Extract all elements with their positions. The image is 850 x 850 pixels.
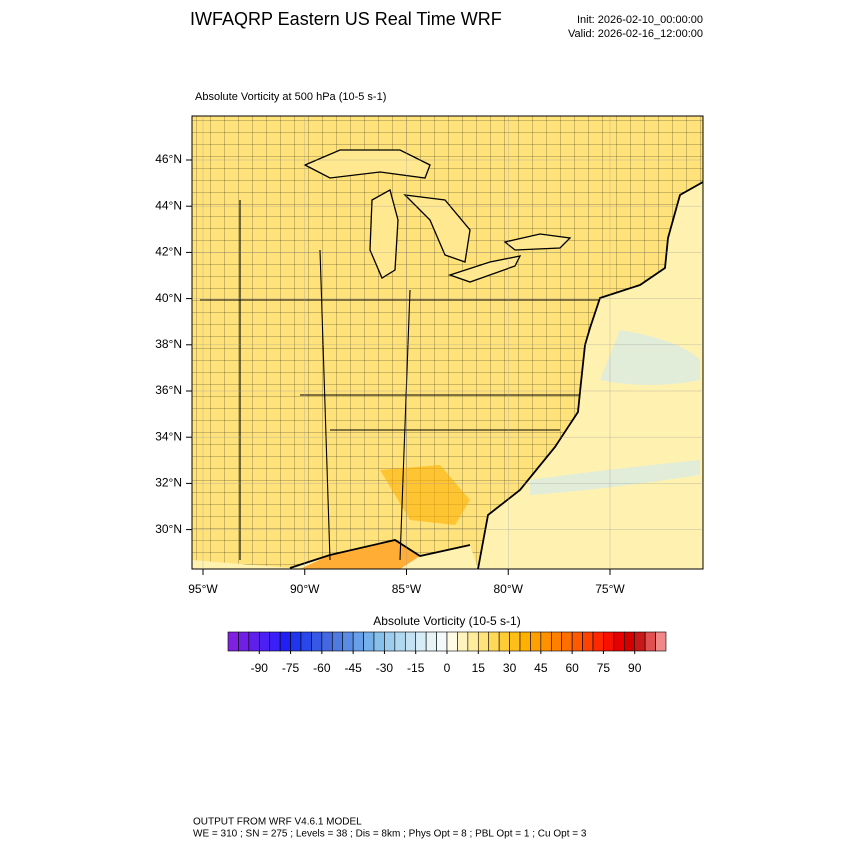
lat-tick-label: 44°N [155, 198, 182, 212]
lat-tick-label: 40°N [155, 291, 182, 305]
colorbar-box [311, 631, 323, 652]
colorbar-tick-label: -45 [344, 661, 362, 675]
colorbar-box [488, 631, 500, 652]
colorbar-tick-label: 15 [472, 661, 486, 675]
map [191, 115, 704, 570]
lon-tick-label: 95°W [188, 582, 218, 596]
colorbar-box [425, 631, 437, 652]
lake-ontario [503, 233, 572, 251]
colorbar: -90 -75 -60 -45 -30 -15 0 15 30 45 60 75 90 [227, 631, 667, 675]
colorbar-tick-label: 30 [503, 661, 517, 675]
colorbar-tick-label: 0 [444, 661, 451, 675]
colorbar-box [279, 631, 291, 652]
lat-tick-label: 38°N [155, 337, 182, 351]
colorbar-box [613, 631, 625, 652]
map-subtitle: Absolute Vorticity at 500 hPa (10-5 s-1) [195, 91, 386, 103]
colorbar-tick-label: -90 [251, 661, 269, 675]
lon-tick-label: 80°W [494, 582, 524, 596]
lake-erie [447, 255, 522, 283]
footer-line: OUTPUT FROM WRF V4.6.1 MODEL [193, 817, 362, 828]
colorbar-box [540, 631, 552, 652]
lake-michigan [369, 189, 399, 279]
lat-tick-label: 36°N [155, 383, 182, 397]
colorbar-tick-label: 75 [597, 661, 611, 675]
valid-time: Valid: 2026-02-16_12:00:00 [568, 28, 703, 40]
colorbar-box [248, 631, 260, 652]
state-lines [200, 200, 600, 561]
colorbar-box [634, 631, 646, 652]
lon-tick-label: 75°W [595, 582, 625, 596]
title: IWFAQRP Eastern US Real Time WRF [190, 9, 502, 29]
colorbar-box [269, 631, 281, 652]
colorbar-box [290, 631, 302, 652]
colorbar-box [467, 631, 479, 652]
colorbar-box [321, 631, 333, 652]
footer-line: WE = 310 ; SN = 275 ; Levels = 38 ; Dis … [193, 829, 587, 840]
colorbar-tick-label: -30 [376, 661, 394, 675]
colorbar-tick-label: -60 [313, 661, 331, 675]
colorbar-box [415, 631, 427, 652]
vorticity-patch [300, 540, 420, 569]
lat-tick-label: 32°N [155, 476, 182, 490]
colorbar-tick-label: 90 [628, 661, 642, 675]
colorbar-box [373, 631, 385, 652]
vorticity-patch [530, 460, 700, 495]
colorbar-box [623, 631, 636, 652]
colorbar-box [519, 631, 531, 652]
colorbar-box [655, 631, 667, 652]
colorbar-box [571, 631, 583, 652]
colorbar-box [592, 631, 604, 652]
colorbar-box [227, 631, 239, 652]
lat-tick-label: 34°N [155, 429, 182, 443]
lat-tick-label: 30°N [155, 522, 182, 536]
lake-huron [403, 194, 471, 263]
colorbar-tick-label: -75 [282, 661, 300, 675]
colorbar-box [238, 631, 250, 652]
colorbar-tick-label: 45 [534, 661, 548, 675]
vorticity-patch [600, 330, 700, 385]
colorbar-box [457, 631, 469, 652]
colorbar-tick-label: 60 [565, 661, 579, 675]
colorbar-box [561, 631, 573, 652]
lat-tick-label: 42°N [155, 245, 182, 259]
colorbar-box [384, 631, 396, 652]
colorbar-title: Absolute Vorticity (10-5 s-1) [373, 614, 520, 628]
colorbar-box [436, 631, 448, 652]
lake-superior [303, 149, 431, 179]
colorbar-tick-label: -15 [407, 661, 425, 675]
colorbar-box [644, 631, 656, 652]
colorbar-box [394, 631, 406, 652]
colorbar-box [404, 631, 417, 652]
coastline [289, 181, 703, 569]
lon-tick-label: 85°W [392, 582, 422, 596]
lat-tick-label: 46°N [155, 152, 182, 166]
colorbar-box [446, 631, 458, 652]
colorbar-box [509, 631, 521, 652]
colorbar-box [352, 631, 364, 652]
lon-tick-label: 90°W [290, 582, 320, 596]
colorbar-box [477, 631, 490, 652]
map-frame [191, 115, 704, 570]
colorbar-box [363, 631, 375, 652]
axis-ticks: 46°N 44°N 42°N 40°N 38°N 36°N 34°N 32°N 30°N 95°W… [155, 116, 703, 596]
colorbar-box [582, 631, 594, 652]
colorbar-box [603, 631, 615, 652]
county-lines [192, 116, 703, 569]
colorbar-box [550, 631, 563, 652]
colorbar-box [258, 631, 271, 652]
colorbar-box [331, 631, 344, 652]
colorbar-box [498, 631, 510, 652]
colorbar-box [300, 631, 312, 652]
init-time: Init: 2026-02-10_00:00:00 [577, 14, 703, 26]
colorbar-box [530, 631, 542, 652]
colorbar-box [342, 631, 354, 652]
